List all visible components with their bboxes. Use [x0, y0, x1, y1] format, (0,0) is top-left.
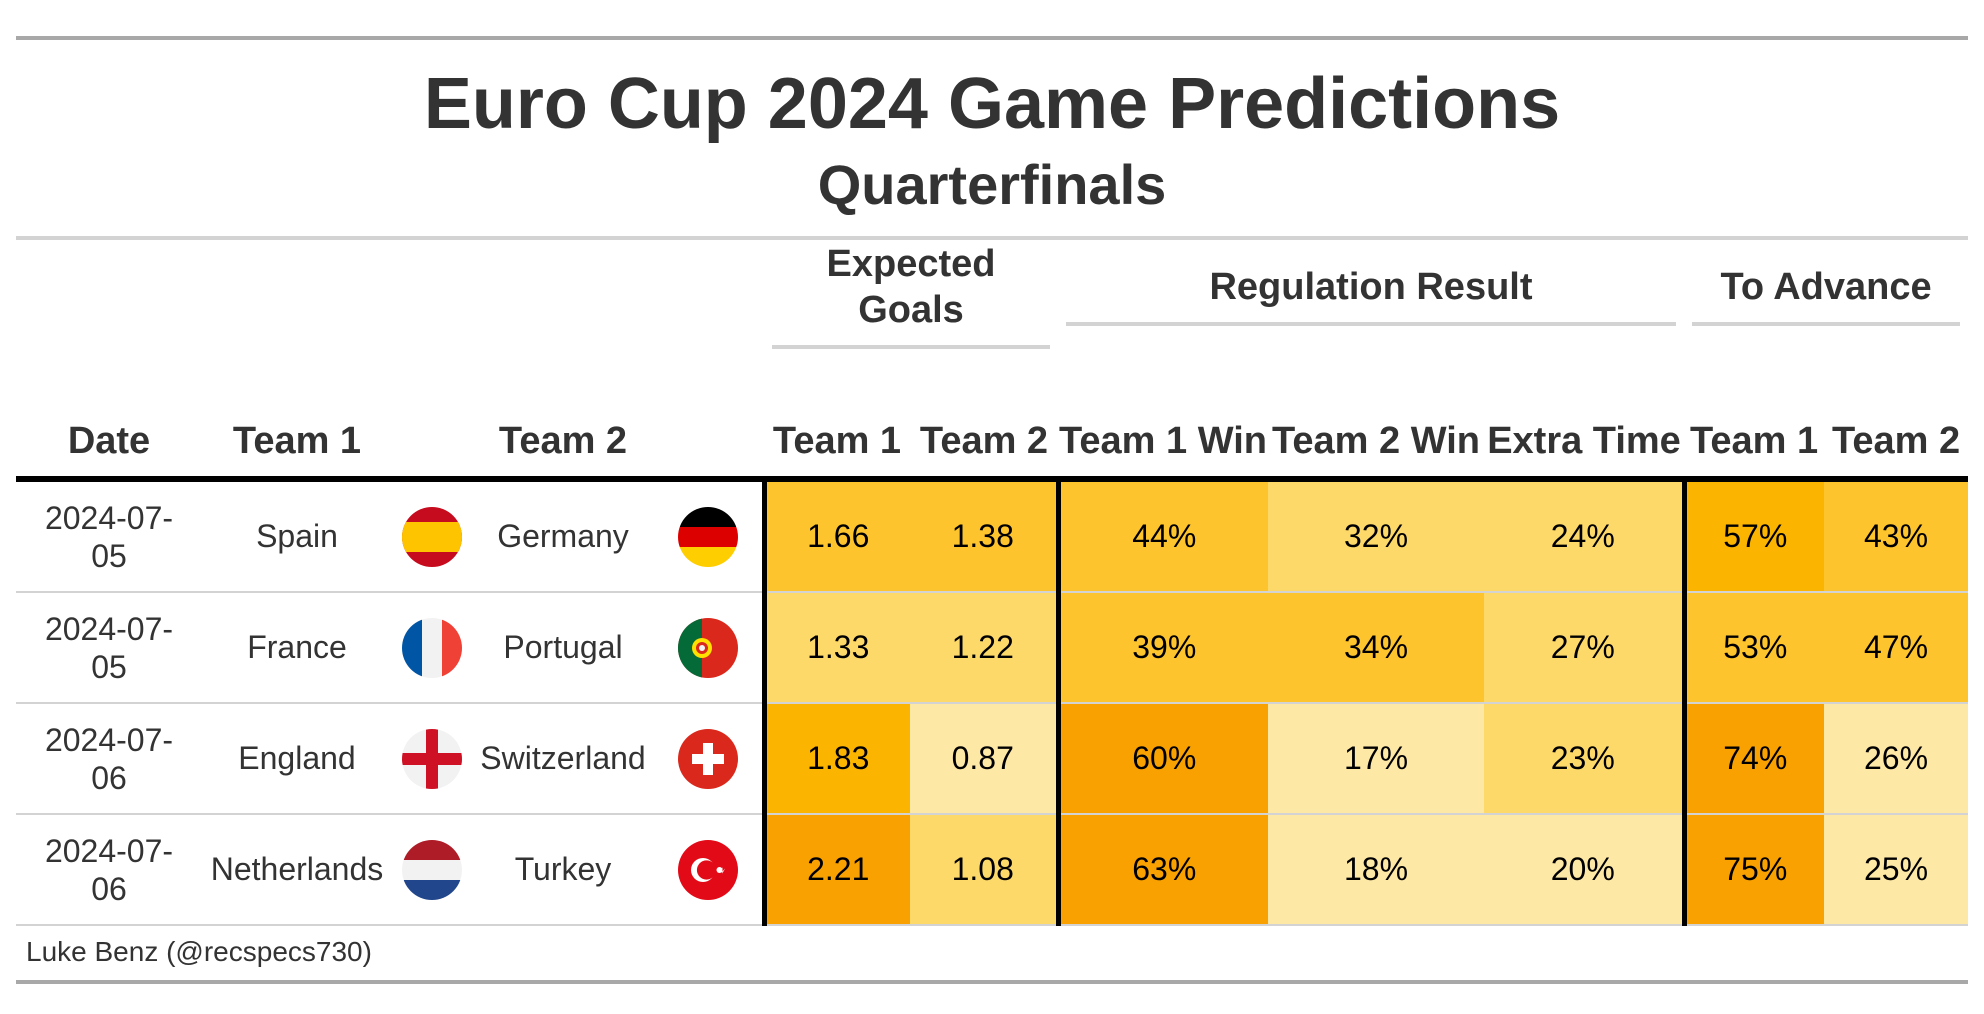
- cell-xg-team2: 1.22: [910, 592, 1058, 704]
- cell-team1-flag: [392, 592, 472, 704]
- col-team2-flag: [654, 350, 764, 482]
- col-reg-team1-win: Team 1 Win: [1058, 350, 1268, 482]
- table-frame: Euro Cup 2024 Game Predictions Quarterfi…: [16, 36, 1969, 984]
- cell-reg-team2-win: 34%: [1268, 592, 1484, 704]
- cell-reg-team2-win: 32%: [1268, 479, 1484, 593]
- cell-team2: Germany: [472, 479, 654, 593]
- cell-reg-team1-win: 39%: [1055, 592, 1268, 704]
- cell-reg-team2-win: 18%: [1268, 814, 1484, 926]
- cell-xg-team1: 1.33: [761, 592, 910, 704]
- cell-reg-extra-time: 27%: [1484, 592, 1685, 704]
- cell-team2-flag: [654, 592, 764, 704]
- switzerland-flag-icon: [677, 728, 738, 789]
- cell-team1: England: [202, 703, 392, 815]
- col-reg-extra-time: Extra Time: [1484, 350, 1685, 482]
- cell-team1-flag: [392, 703, 472, 815]
- page-subtitle: Quarterfinals: [817, 153, 1167, 216]
- france-flag-icon: [402, 617, 462, 678]
- col-xg-team1: Team 1: [764, 350, 910, 482]
- column-header-row: Date Team 1 Team 2 Team 1 Team 2 Team 1 …: [16, 350, 1969, 482]
- page-title: Euro Cup 2024 Game Predictions: [423, 64, 1561, 144]
- england-flag-icon: [402, 728, 462, 789]
- cell-reg-team1-win: 44%: [1055, 479, 1268, 593]
- portugal-flag-icon: [677, 617, 738, 678]
- cell-reg-team1-win: 60%: [1055, 703, 1268, 815]
- cell-date: 2024-07-06: [16, 703, 202, 815]
- cell-xg-team2: 1.08: [910, 814, 1058, 926]
- table-body: 2024-07-05 Spain Germany 1.66 1.38 44% 32% 24% 5…: [16, 479, 1969, 926]
- spanner-row: Expected Goals Regulation Result To Adva…: [16, 240, 1968, 350]
- cell-adv-team2: 25%: [1824, 814, 1969, 926]
- cell-team1-flag: [392, 479, 472, 593]
- cell-reg-extra-time: 20%: [1484, 814, 1685, 926]
- cell-adv-team2: 43%: [1824, 479, 1969, 593]
- col-reg-team2-win: Team 2 Win: [1268, 350, 1484, 482]
- netherlands-flag-icon: [402, 839, 462, 900]
- cell-team2-flag: [654, 479, 764, 593]
- cell-team1: Spain: [202, 479, 392, 593]
- cell-date: 2024-07-06: [16, 814, 202, 926]
- table-row: 2024-07-05 France Portugal 1.33 1.22 39% 34% 27…: [16, 592, 1969, 704]
- col-adv-team2: Team 2: [1824, 350, 1969, 482]
- table-row: 2024-07-06 Netherlands Turkey 2.21 1.08 63% 18…: [16, 814, 1969, 926]
- col-date: Date: [16, 350, 202, 482]
- table-row: 2024-07-05 Spain Germany 1.66 1.38 44% 32% 24% 5…: [16, 479, 1969, 593]
- cell-adv-team2: 47%: [1824, 592, 1969, 704]
- cell-xg-team1: 2.21: [761, 814, 910, 926]
- cell-xg-team2: 0.87: [910, 703, 1058, 815]
- cell-reg-extra-time: 23%: [1484, 703, 1685, 815]
- cell-team2-flag: [654, 814, 764, 926]
- cell-adv-team1: 74%: [1681, 703, 1825, 815]
- cell-date: 2024-07-05: [16, 592, 202, 704]
- col-team2: Team 2: [472, 350, 654, 482]
- cell-reg-extra-time: 24%: [1484, 479, 1685, 593]
- spanner-regulation-result: Regulation Result: [1058, 240, 1684, 350]
- cell-team1: Netherlands: [202, 814, 392, 926]
- col-team1: Team 1: [202, 350, 392, 482]
- col-xg-team2: Team 2: [910, 350, 1058, 482]
- spanner-blank: [16, 240, 764, 350]
- spanner-regulation-result-label: Regulation Result: [1066, 264, 1677, 326]
- cell-adv-team1: 57%: [1681, 479, 1825, 593]
- cell-team2: Switzerland: [472, 703, 654, 815]
- prediction-table: Expected Goals Regulation Result To Adva…: [16, 240, 1969, 926]
- cell-team1-flag: [392, 814, 472, 926]
- cell-adv-team2: 26%: [1824, 703, 1969, 815]
- cell-adv-team1: 53%: [1681, 592, 1825, 704]
- cell-adv-team1: 75%: [1681, 814, 1825, 926]
- cell-xg-team1: 1.66: [761, 479, 910, 593]
- cell-xg-team1: 1.83: [761, 703, 910, 815]
- source-note: Luke Benz (@recspecs730): [26, 936, 372, 967]
- col-team1-flag: [392, 350, 472, 482]
- cell-team2: Portugal: [472, 592, 654, 704]
- turkey-flag-icon: [677, 839, 738, 900]
- cell-team1: France: [202, 592, 392, 704]
- spanner-to-advance: To Advance: [1684, 240, 1968, 350]
- cell-team2: Turkey: [472, 814, 654, 926]
- cell-reg-team2-win: 17%: [1268, 703, 1484, 815]
- cell-xg-team2: 1.38: [910, 479, 1058, 593]
- spanner-expected-goals-label: Expected Goals: [772, 241, 1050, 349]
- prediction-grid: Expected Goals Regulation Result To Adva…: [16, 240, 1969, 984]
- subtitle-rule: [16, 236, 1968, 240]
- col-adv-team1: Team 1: [1684, 350, 1825, 482]
- cell-reg-team1-win: 63%: [1055, 814, 1268, 926]
- spain-flag-icon: [402, 506, 462, 567]
- table-row: 2024-07-06 England Switzerland 1.83 0.87 60% 1…: [16, 703, 1969, 815]
- spanner-expected-goals: Expected Goals: [764, 240, 1058, 350]
- germany-flag-icon: [677, 506, 738, 567]
- spanner-to-advance-label: To Advance: [1692, 264, 1961, 326]
- top-rule: [16, 36, 1968, 40]
- cell-team2-flag: [654, 703, 764, 815]
- bottom-rule: [16, 980, 1968, 984]
- cell-date: 2024-07-05: [16, 479, 202, 593]
